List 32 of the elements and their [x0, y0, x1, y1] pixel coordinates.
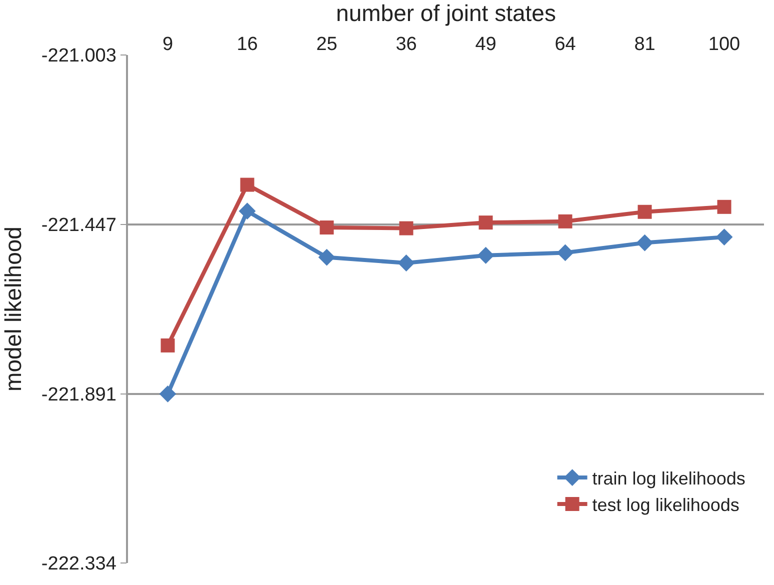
- point: [636, 234, 654, 252]
- x-tick-label: 25: [316, 34, 338, 56]
- point: [399, 221, 414, 236]
- point: [238, 202, 256, 220]
- point: [477, 246, 494, 264]
- y-tick-label: -221.447: [41, 215, 116, 236]
- point: [478, 216, 493, 230]
- point: [717, 200, 732, 214]
- x-tick-label: 49: [475, 34, 496, 56]
- legend-label: test log likelihoods: [592, 494, 740, 515]
- point: [318, 248, 336, 266]
- point: [556, 244, 574, 262]
- x-tick-label: 100: [708, 34, 740, 56]
- x-tick-label: 81: [634, 34, 656, 56]
- point: [398, 254, 415, 272]
- x-tick-label: 36: [396, 34, 417, 56]
- legend-label: train log likelihoods: [592, 468, 746, 489]
- point: [240, 178, 254, 192]
- x-tick-label: 16: [236, 34, 258, 56]
- y-tick-label: -221.891: [41, 384, 116, 406]
- x-axis-title: number of joint states: [336, 0, 556, 26]
- point: [160, 338, 175, 352]
- point: [716, 228, 733, 246]
- point: [320, 220, 334, 235]
- x-tick-label: 9: [162, 34, 174, 56]
- y-tick-label: -222.334: [41, 554, 117, 575]
- x-tick-label: 64: [554, 34, 576, 56]
- point: [638, 204, 652, 219]
- y-tick-label: -221.003: [41, 46, 116, 67]
- y-axis-title: model likelihood: [0, 226, 26, 392]
- point: [159, 385, 176, 402]
- point: [558, 214, 572, 228]
